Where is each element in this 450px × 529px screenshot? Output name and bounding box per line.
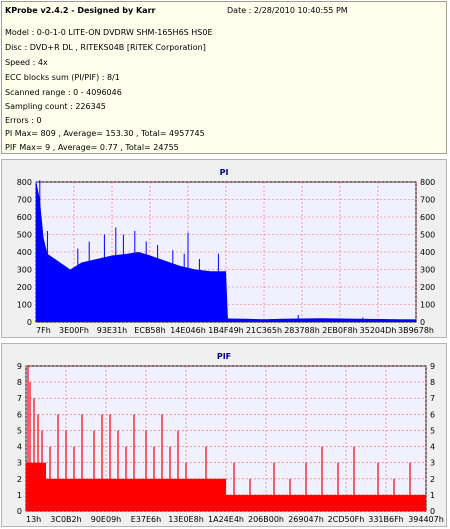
y-tick-label-right: 2 [430,475,435,484]
x-tick-label: 3C0B2h [50,515,81,524]
y-tick-label-left: 300 [17,266,32,275]
x-tick-label: 1A24E4h [208,515,244,524]
x-tick-label: 3B9678h [398,326,434,335]
y-tick-label-left: 700 [17,196,32,205]
y-tick-label-right: 0 [420,318,425,327]
x-tick-label: 394407h [408,515,444,524]
y-tick-label-right: 9 [430,362,435,371]
y-tick-label-left: 6 [17,410,22,419]
x-tick-label: 2CD50Fh [328,515,365,524]
pi-chart-title: PI [219,168,229,177]
y-tick-label-left: 400 [17,248,32,257]
y-tick-label-left: 3 [17,459,22,468]
info-panel: KProbe v2.4.2 - Designed by Karr Date : … [1,1,447,154]
x-tick-label: 13E0E8h [168,515,204,524]
x-tick-label: 269047h [288,515,324,524]
y-tick-label-left: 500 [17,231,32,240]
y-tick-label-left: 600 [17,213,32,222]
x-tick-label: 2EB0F8h [322,326,357,335]
y-tick-label-left: 4 [17,443,22,452]
y-tick-label-right: 8 [430,378,435,387]
y-tick-label-right: 700 [420,196,435,205]
y-tick-label-right: 100 [420,301,435,310]
y-tick-label-right: 0 [430,507,435,516]
y-tick-label-left: 0 [17,507,22,516]
pif-chart: 0 0 1 1 2 2 3 3 4 4 5 5 6 6 7 7 8 8 9 9 13h 3C0B2h 90E09h E37E6… [17,362,444,524]
y-tick-label-right: 6 [430,410,435,419]
y-tick-label-right: 800 [420,178,435,187]
pif-chart-title: PIF [216,352,232,361]
y-tick-label-left: 2 [17,475,22,484]
range-line: Scanned range : 0 - 4096046 [5,88,122,97]
pi-chart: 0 0 100 100 200 200 300 300 400 400 500 500 600 600 70… [17,178,436,335]
x-tick-label: E37E6h [131,515,161,524]
pif-base-bar [306,494,426,511]
x-tick-label: 93E31h [97,326,127,335]
ecc-line: ECC blocks sum (PI/PIF) : 8/1 [5,73,120,82]
x-tick-label: 3E00Fh [59,326,89,335]
y-tick-label-left: 5 [17,426,22,435]
x-tick-label: 7Fh [36,326,51,335]
y-tick-label-right: 300 [420,266,435,275]
y-tick-label-right: 3 [430,459,435,468]
y-tick-label-right: 600 [420,213,435,222]
y-tick-label-right: 400 [420,248,435,257]
disc-line: Disc : DVD+R DL , RITEKS04B [RiTEK Corpo… [5,43,206,52]
y-tick-label-left: 7 [17,394,22,403]
scan-date: Date : 2/28/2010 10:40:55 PM [227,6,348,15]
y-tick-label-right: 1 [430,491,435,500]
pif-base-bar [106,478,226,511]
y-tick-label-right: 5 [430,426,435,435]
pi-chart-panel: PI 0 0 100 100 200 200 300 300 400 400 500 500 600 60… [1,159,447,338]
x-tick-label: 283788h [284,326,320,335]
y-tick-label-left: 800 [17,178,32,187]
pif-summary-line: PIF Max= 9 , Average= 0.77 , Total= 2475… [5,143,179,152]
errors-line: Errors : 0 [5,116,42,125]
y-tick-label-left: 200 [17,283,32,292]
x-tick-label: 331B6Fh [368,515,404,524]
pi-summary-line: PI Max= 809 , Average= 153.30 , Total= 4… [5,129,205,138]
x-tick-label: 206B00h [248,515,284,524]
sampling-line: Sampling count : 226345 [5,102,106,111]
x-tick-label: 90E09h [91,515,121,524]
x-tick-label: 13h [26,515,41,524]
pif-base-bar [26,462,46,511]
x-tick-label: 35204Dh [360,326,397,335]
pif-base-bar [226,494,306,511]
y-tick-label-right: 500 [420,231,435,240]
y-tick-label-left: 9 [17,362,22,371]
pi-area-series [36,180,416,322]
y-tick-label-right: 4 [430,443,435,452]
y-tick-label-left: 100 [17,301,32,310]
pif-chart-panel: PIF 0 0 1 1 2 2 3 3 4 4 5 5 6 6 7 7 8 8 9 9 13h 3C0B2h 90E09h E… [1,343,447,527]
y-tick-label-right: 200 [420,283,435,292]
model-line: Model : 0-0-1-0 LITE-ON DVDRW SHM-165H6S… [5,28,213,37]
speed-line: Speed : 4x [5,58,48,67]
y-tick-label-left: 0 [27,318,32,327]
x-tick-label: 21C365h [246,326,282,335]
pif-base-bar [46,478,106,511]
y-tick-label-left: 1 [17,491,22,500]
x-tick-label: 14E046h [170,326,206,335]
x-tick-label: 1B4F49h [208,326,244,335]
y-tick-label-left: 8 [17,378,22,387]
y-tick-label-right: 7 [430,394,435,403]
app-title: KProbe v2.4.2 - Designed by Karr [5,6,156,15]
x-tick-label: ECB58h [134,326,165,335]
